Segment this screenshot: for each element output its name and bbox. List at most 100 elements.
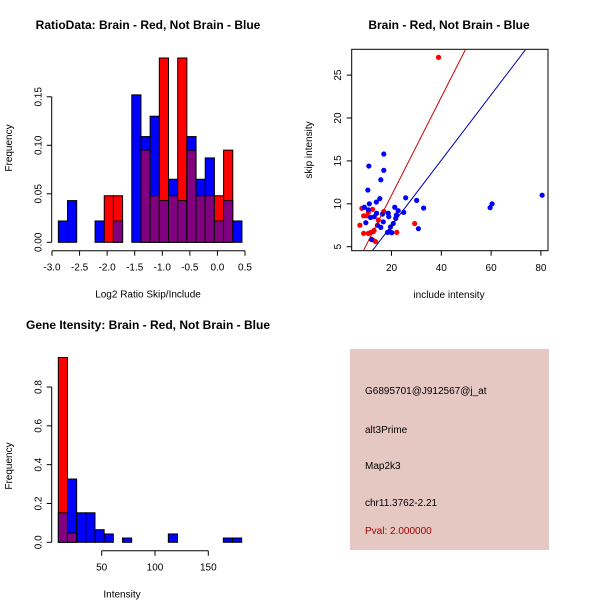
y-tick-label: 0.8 — [34, 380, 45, 394]
scatter-point-not-brain — [487, 205, 493, 211]
histogram-bar-not-brain — [85, 512, 96, 543]
scatter-point-not-brain — [384, 229, 391, 235]
histogram-bar-not-brain — [94, 529, 105, 543]
scatter-point-not-brain — [489, 201, 495, 207]
chart-title: Brain - Red, Not Brain - Blue — [368, 18, 530, 32]
histogram-bar-not-brain — [121, 537, 133, 543]
plot-box — [351, 48, 549, 252]
histogram-bar-overlap — [158, 200, 170, 243]
y-tick-label: 0.0 — [34, 535, 45, 549]
histogram-bar-not-brain — [131, 94, 142, 243]
x-tick-label: -1.0 — [154, 263, 172, 274]
y-tick-label: 10 — [333, 198, 344, 210]
x-axis-label: Log2 Ratio Skip/Include — [95, 290, 201, 301]
scatter-point-brain — [361, 230, 367, 237]
scatter-point-brain — [435, 54, 442, 60]
y-tick-label: 5 — [333, 243, 344, 249]
scatter-point-not-brain — [392, 204, 398, 210]
scatter-point-not-brain — [389, 230, 395, 236]
histogram-bar-overlap — [204, 195, 215, 243]
y-tick-label: 20 — [333, 112, 344, 124]
histogram-bar-overlap — [57, 512, 68, 543]
scatter-point-not-brain — [381, 151, 387, 157]
scatter-point-not-brain — [367, 214, 374, 221]
regression-line-not-brain — [372, 50, 526, 250]
histogram-bar-overlap — [168, 195, 179, 243]
scatter-point-not-brain — [365, 187, 371, 193]
histogram-bar-not-brain — [167, 533, 178, 543]
x-tick-label: 40 — [436, 263, 448, 274]
scatter-point-not-brain — [421, 205, 427, 211]
histogram-bar-brain — [103, 195, 114, 243]
x-tick-label: 0.0 — [210, 263, 224, 274]
x-tick-label: 20 — [386, 263, 398, 274]
x-tick-label: -2.5 — [71, 263, 89, 274]
histogram-bar-not-brain — [232, 220, 243, 243]
histogram-bar-not-brain — [76, 512, 87, 543]
scatter-point-not-brain — [414, 197, 420, 203]
regression-line-brain — [363, 50, 466, 250]
y-axis-label: skip intensity — [304, 121, 315, 178]
y-tick-label: 0.6 — [34, 418, 45, 432]
histogram-bar-overlap — [66, 532, 78, 543]
y-tick-label: 0.2 — [34, 496, 45, 510]
histogram-bar-overlap — [195, 195, 206, 243]
y-tick-label: 25 — [333, 69, 344, 81]
scatter-point-not-brain — [415, 226, 421, 232]
scatter-point-not-brain — [378, 177, 384, 183]
scatter-point-not-brain — [363, 220, 369, 226]
histogram-bar-overlap — [177, 200, 188, 243]
scatter-point-not-brain — [381, 167, 387, 173]
info-event: alt3Prime — [365, 425, 408, 436]
y-tick-label: 0.05 — [34, 184, 45, 204]
scatter-point-not-brain — [539, 192, 545, 198]
scatter-point-not-brain — [380, 219, 386, 225]
histogram-bar-overlap — [223, 200, 234, 243]
scatter-point-not-brain — [386, 214, 392, 220]
x-tick-label: 0.5 — [238, 263, 252, 274]
scatter-point-not-brain — [373, 199, 379, 205]
info-location: chr11.3762-2.21 — [365, 498, 438, 509]
x-tick-label: 60 — [486, 263, 498, 274]
histogram-bar-not-brain — [222, 537, 233, 543]
scatter-point-not-brain — [395, 208, 401, 214]
x-tick-label: -1.5 — [126, 263, 144, 274]
y-tick-label: 15 — [333, 155, 344, 167]
y-tick-label: 0.00 — [34, 232, 45, 252]
info-probe: G6895701@J912567@j_at — [365, 386, 487, 397]
scatter-point-brain — [394, 229, 400, 235]
x-tick-label: -3.0 — [43, 263, 61, 274]
info-panel: G6895701@J912567@j_at alt3Prime Map2k3 c… — [350, 349, 549, 550]
chart-title: Gene Itensity: Brain - Red, Not Brain - … — [26, 318, 270, 332]
chart-title: RatioData: Brain - Red, Not Brain - Blue — [36, 18, 261, 32]
scatter-point-not-brain — [365, 207, 371, 213]
x-tick-label: 100 — [147, 563, 164, 574]
histogram-bar-not-brain — [103, 533, 114, 543]
y-tick-label: 0.15 — [34, 87, 45, 107]
x-tick-label: 150 — [200, 563, 217, 574]
histogram-bar-overlap — [213, 220, 225, 243]
scatter-point-not-brain — [377, 196, 383, 202]
histogram-bar-overlap — [149, 195, 160, 243]
x-axis-label: include intensity — [413, 290, 484, 301]
histogram-bar-not-brain — [94, 220, 105, 243]
y-axis-label: Frequency — [4, 442, 15, 489]
scatter-point-not-brain — [366, 201, 372, 207]
scatter-point-not-brain — [403, 195, 409, 201]
x-tick-label: -2.0 — [99, 263, 117, 274]
histogram-bar-not-brain — [67, 200, 78, 243]
histogram-bar-overlap — [112, 220, 124, 243]
x-tick-label: 80 — [535, 263, 547, 274]
scatter-point-not-brain — [366, 163, 372, 169]
histogram-bar-overlap — [140, 149, 151, 243]
scatter-point-brain — [369, 206, 376, 212]
y-tick-label: 0.10 — [34, 135, 45, 155]
y-axis-label: Frequency — [4, 124, 15, 171]
info-pval: Pval: 2.000000 — [365, 526, 432, 537]
x-tick-label: -0.5 — [181, 263, 199, 274]
scatter-point-brain — [412, 220, 418, 227]
scatter-point-not-brain — [393, 215, 399, 221]
histogram-bar-not-brain — [231, 537, 243, 543]
